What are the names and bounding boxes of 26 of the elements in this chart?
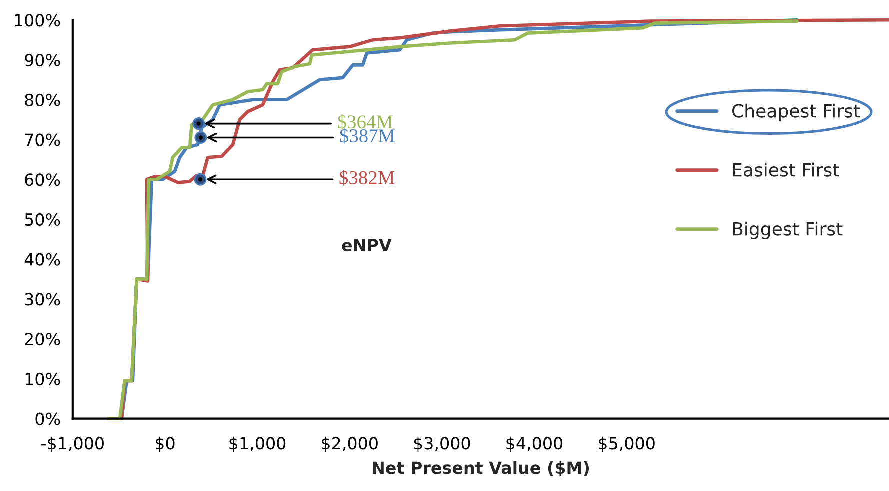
y-tick-label: 90% bbox=[25, 54, 60, 67]
x-tick-label: $0 bbox=[156, 436, 175, 452]
annotation: $364M bbox=[338, 114, 393, 130]
y-tick-label: 10% bbox=[26, 372, 60, 386]
y-tick-label: 20% bbox=[25, 333, 60, 346]
annotation: eNPV bbox=[342, 239, 392, 252]
y-tick-label: 0% bbox=[36, 412, 60, 426]
y-tick-label: 50% bbox=[25, 213, 60, 226]
annotation: $387M bbox=[340, 128, 396, 144]
annotation: $382M bbox=[340, 170, 395, 186]
legend-label: Biggest First bbox=[733, 222, 843, 240]
x-tick-label: $1,000 bbox=[230, 436, 286, 452]
x-tick-label: $2,000 bbox=[322, 436, 378, 452]
legend-label: Cheapest First bbox=[732, 104, 860, 122]
y-tick-label: 100% bbox=[15, 14, 60, 27]
x-axis-title: Net Present Value ($M) bbox=[373, 461, 589, 476]
x-tick-label: $5,000 bbox=[599, 436, 655, 452]
y-tick-label: 30% bbox=[25, 293, 60, 306]
y-tick-label: 80% bbox=[25, 94, 60, 106]
legend-label: Easiest First bbox=[733, 162, 840, 177]
y-tick-label: 40% bbox=[24, 253, 60, 266]
y-tick-label: 60% bbox=[25, 174, 60, 186]
x-tick-label: $3,000 bbox=[414, 436, 470, 452]
y-tick-label: 70% bbox=[25, 134, 60, 146]
x-tick-label: -$1,000 bbox=[42, 436, 104, 452]
x-tick-label: $4,000 bbox=[506, 436, 563, 452]
